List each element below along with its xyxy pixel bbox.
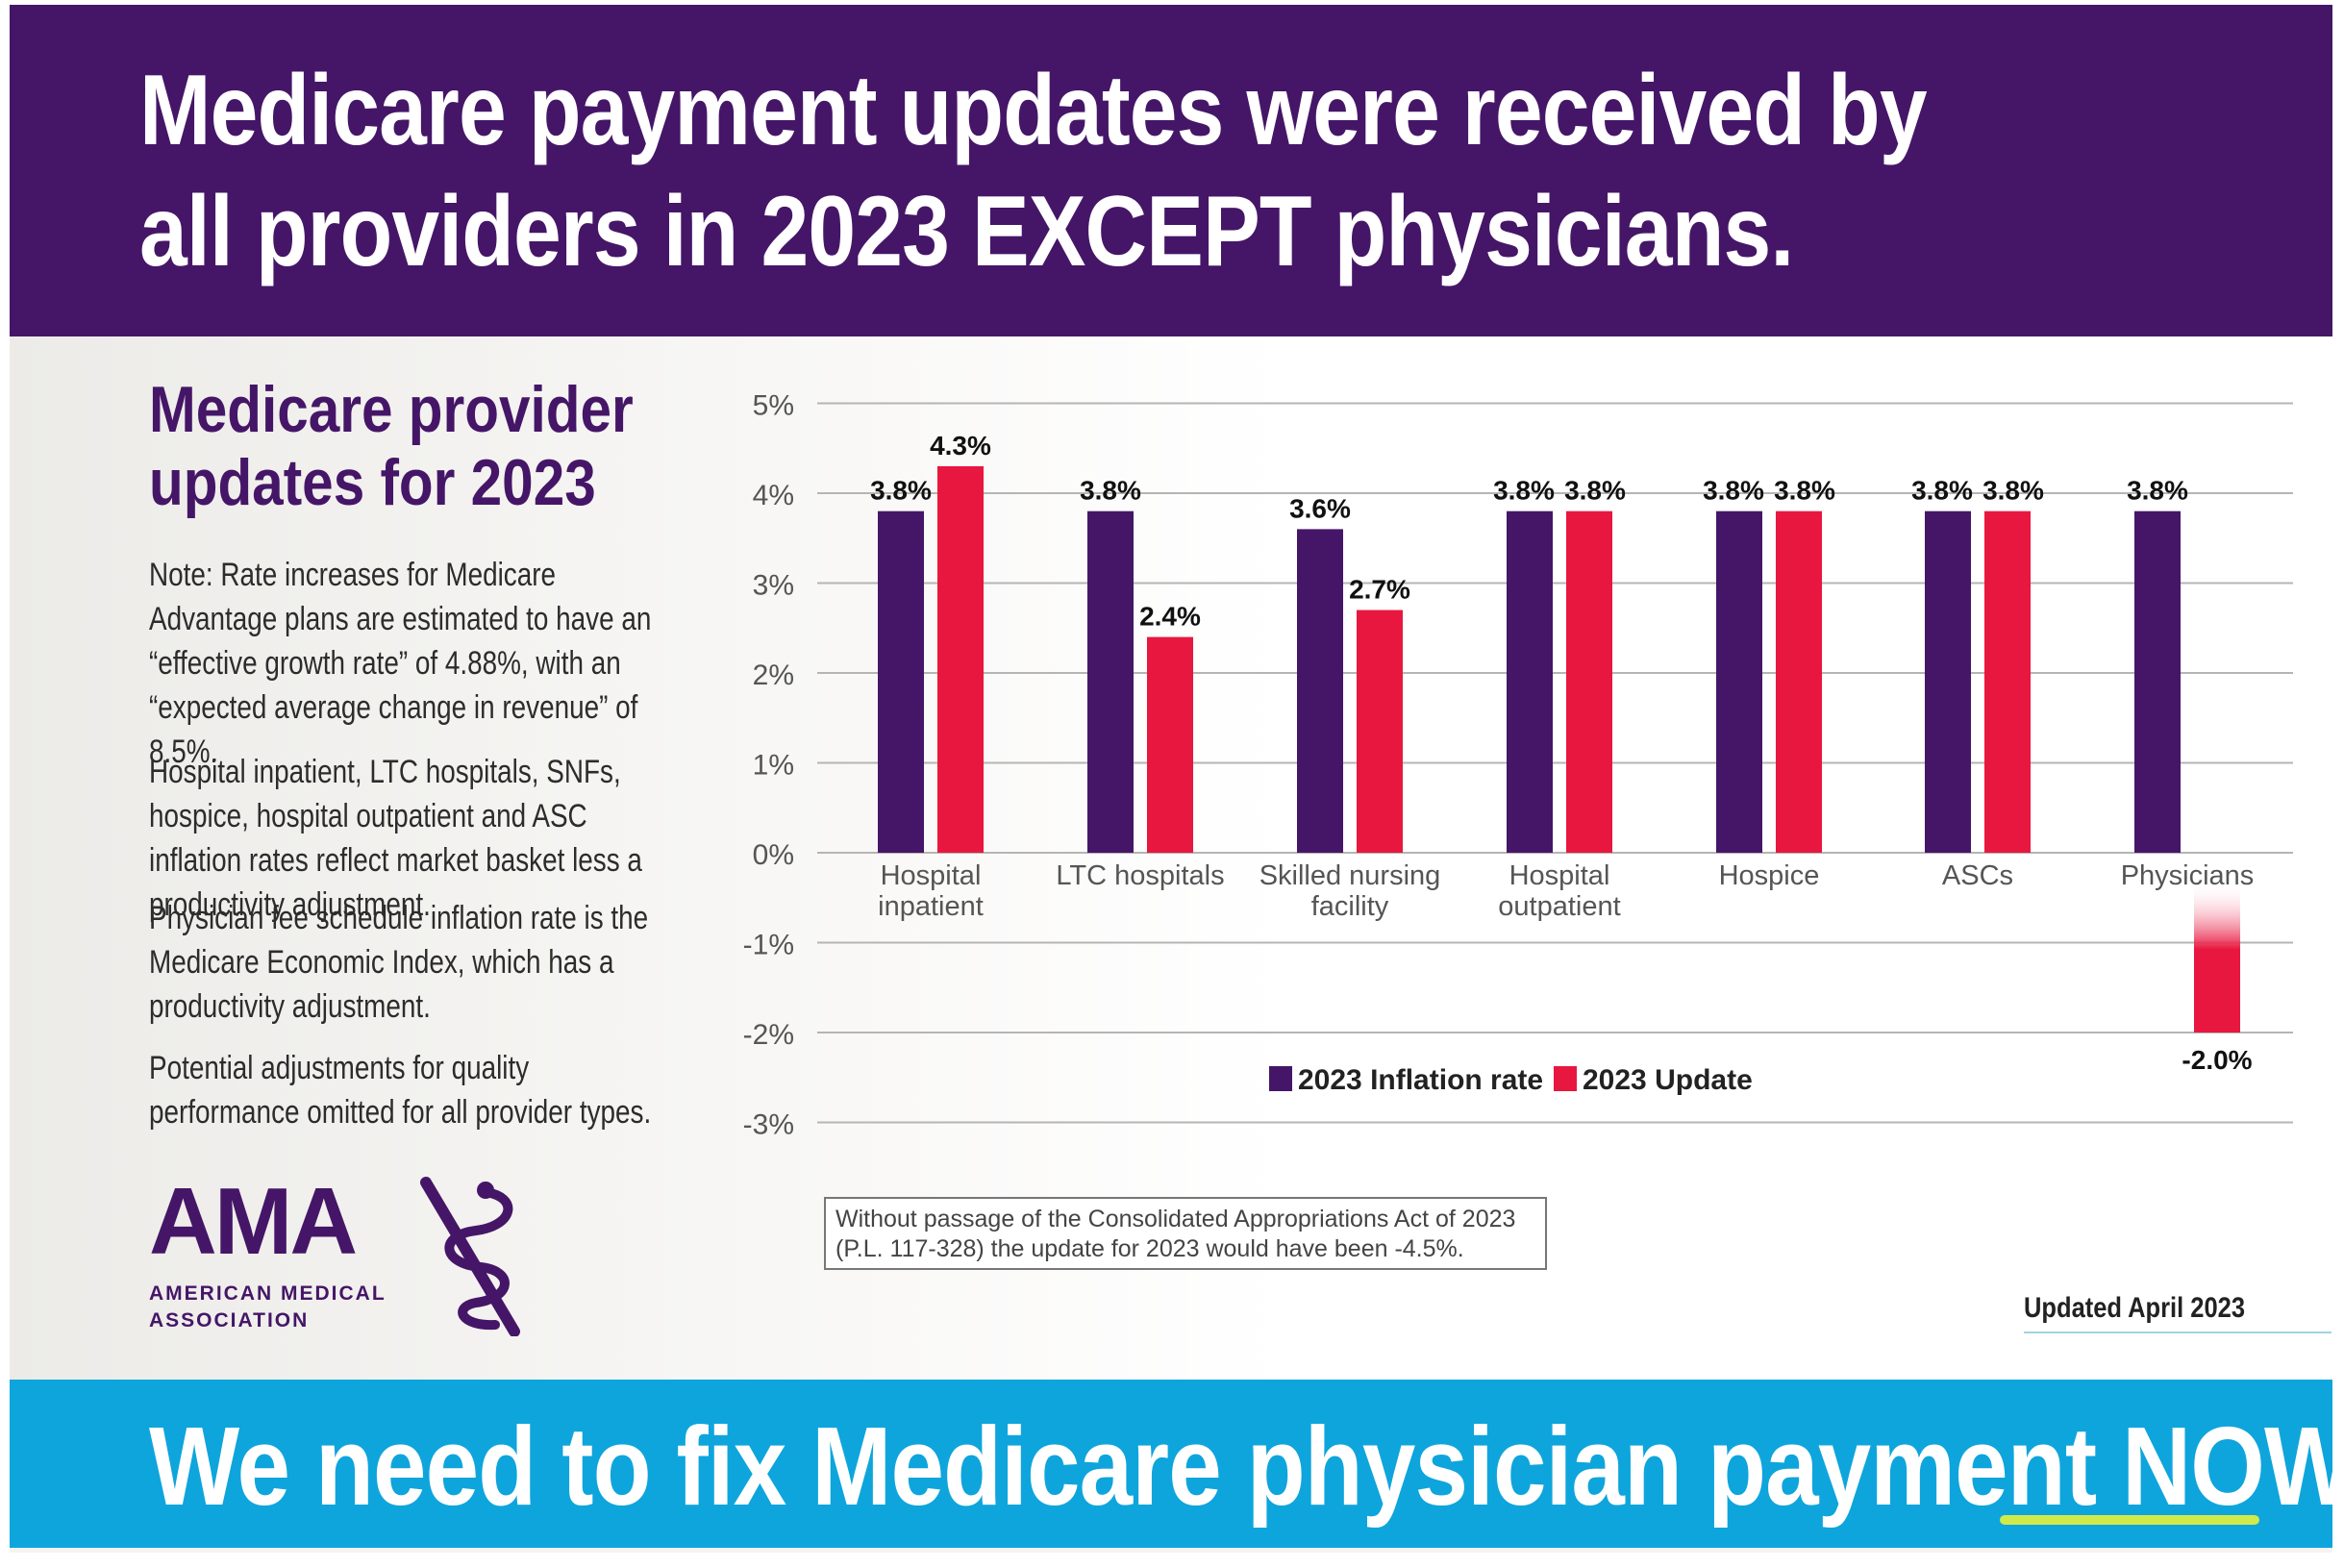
y-tick-label: -2% [743, 1019, 794, 1051]
page-title: Medicare payment updates were received b… [139, 55, 1928, 287]
data-label: 3.6% [1289, 493, 1351, 523]
y-tick-label: 2% [753, 660, 794, 691]
x-category-label: LTC hospitals [1056, 860, 1224, 891]
ama-logo: AMA AMERICAN MEDICAL ASSOCIATION [149, 1173, 553, 1346]
bar-2023-update [1357, 610, 1403, 853]
x-category-label: outpatient [1498, 891, 1620, 922]
y-tick-label: 4% [753, 480, 794, 511]
bar-inflation-rate [1507, 510, 1553, 853]
data-label: 3.8% [1982, 476, 2044, 506]
logo-mark: AMA [149, 1168, 358, 1274]
legend-swatch-2023-update [1554, 1066, 1577, 1091]
logo-name: AMERICAN MEDICAL ASSOCIATION [149, 1282, 387, 1332]
legend-label-inflation-rate: 2023 Inflation rate [1298, 1064, 1543, 1096]
now-highlight-stroke [2000, 1515, 2259, 1525]
staff-of-asclepius-icon [420, 1177, 520, 1336]
data-label: -2.0% [2182, 1045, 2252, 1075]
bar-2023-update [1566, 510, 1612, 853]
bar-2023-update [1984, 510, 2031, 853]
bar-inflation-rate [878, 510, 924, 853]
bar-inflation-rate [1087, 510, 1134, 853]
data-label: 3.8% [1774, 476, 1835, 506]
footer-emphasis: NOW [2122, 1404, 2344, 1529]
x-category-label: inpatient [878, 891, 984, 922]
x-category-label: Hospital [881, 860, 982, 891]
data-label: 3.8% [2127, 476, 2188, 506]
bar-inflation-rate [1925, 510, 1971, 853]
note-physician-fee-schedule: Physician fee schedule inflation rate is… [149, 900, 649, 1025]
data-label: 3.8% [870, 476, 932, 506]
footnote-box: Without passage of the Consolidated Appr… [824, 1197, 1547, 1270]
x-category-label: Hospital [1509, 860, 1610, 891]
bar-inflation-rate [1297, 529, 1343, 853]
y-tick-label: -1% [743, 930, 794, 961]
data-label: 2.4% [1139, 602, 1201, 632]
updated-date: Updated April 2023 [2024, 1292, 2246, 1324]
y-tick-label: 3% [753, 570, 794, 602]
data-label: 3.8% [1080, 476, 1141, 506]
bar-inflation-rate [1716, 510, 1762, 853]
header-banner [10, 5, 2332, 336]
footer-slogan: We need to fix Medicare physician paymen… [149, 1394, 2344, 1538]
y-tick-label: 0% [753, 839, 794, 871]
y-tick-label: 1% [753, 750, 794, 782]
footer-text-before: We need to fix Medicare physician paymen… [149, 1404, 2123, 1529]
note-inflation-rates: Hospital inpatient, LTC hospitals, SNFs,… [149, 754, 642, 923]
sidebar-title: Medicare provider updates for 2023 [149, 373, 634, 519]
bar-2023-update [1147, 636, 1193, 853]
bar-2023-update [1776, 510, 1822, 853]
bar-inflation-rate [2134, 510, 2181, 853]
data-label: 3.8% [1703, 476, 1764, 506]
y-tick-label: 5% [753, 390, 794, 422]
data-label: 4.3% [930, 431, 991, 460]
footer-banner [10, 1380, 2332, 1548]
note-quality-adjustments: Potential adjustments for quality perfor… [149, 1050, 652, 1131]
data-label: 3.8% [1564, 476, 1626, 506]
updated-rule [2024, 1332, 2332, 1333]
x-category-label: Skilled nursing [1259, 860, 1441, 891]
x-category-label: ASCs [1942, 860, 2013, 891]
y-tick-label: -3% [743, 1109, 794, 1141]
legend-swatch-inflation-rate [1269, 1066, 1292, 1091]
data-label: 3.8% [1911, 476, 1973, 506]
data-label: 3.8% [1493, 476, 1555, 506]
data-label: 2.7% [1349, 575, 1410, 605]
legend-label-2023-update: 2023 Update [1583, 1064, 1753, 1096]
x-category-label: facility [1311, 891, 1389, 922]
note-medicare-advantage: Note: Rate increases for Medicare Advant… [149, 557, 652, 770]
x-category-label: Hospice [1719, 860, 1820, 891]
bar-2023-update [937, 465, 984, 853]
x-category-label: Physicians [2121, 860, 2255, 891]
bar-2023-update [2194, 882, 2240, 1033]
